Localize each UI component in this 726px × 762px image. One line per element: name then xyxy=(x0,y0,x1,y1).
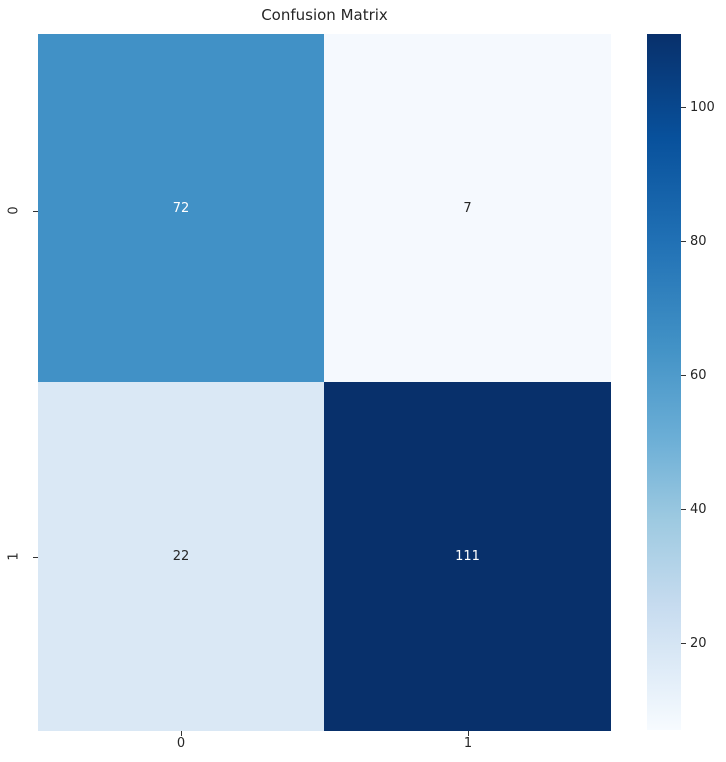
cell-1-0: 22 xyxy=(38,382,324,731)
colorbar-tick-40: 40 xyxy=(681,502,707,517)
colorbar xyxy=(647,34,681,730)
colorbar-tick-100: 100 xyxy=(681,100,715,115)
cell-0-0: 72 xyxy=(38,34,324,382)
colorbar-tick-80: 80 xyxy=(681,234,707,249)
chart-title: Confusion Matrix xyxy=(261,6,388,24)
x-tick-mark xyxy=(467,731,469,736)
y-tick-mark xyxy=(33,557,38,558)
y-tick-mark xyxy=(33,211,38,212)
colorbar-tick-60: 60 xyxy=(681,368,707,383)
x-tick-label: 0 xyxy=(176,736,186,751)
cell-1-1: 111 xyxy=(324,382,611,731)
cell-0-1: 7 xyxy=(324,34,611,382)
colorbar-tick-20: 20 xyxy=(681,636,707,651)
x-tick-1: 1 xyxy=(458,731,478,751)
heatmap: 72 7 22 111 xyxy=(38,34,611,731)
y-tick-label: 0 xyxy=(6,206,22,215)
x-tick-mark xyxy=(180,731,182,736)
x-tick-0: 0 xyxy=(171,731,191,751)
x-tick-label: 1 xyxy=(463,736,473,751)
y-tick-label: 1 xyxy=(6,552,22,561)
